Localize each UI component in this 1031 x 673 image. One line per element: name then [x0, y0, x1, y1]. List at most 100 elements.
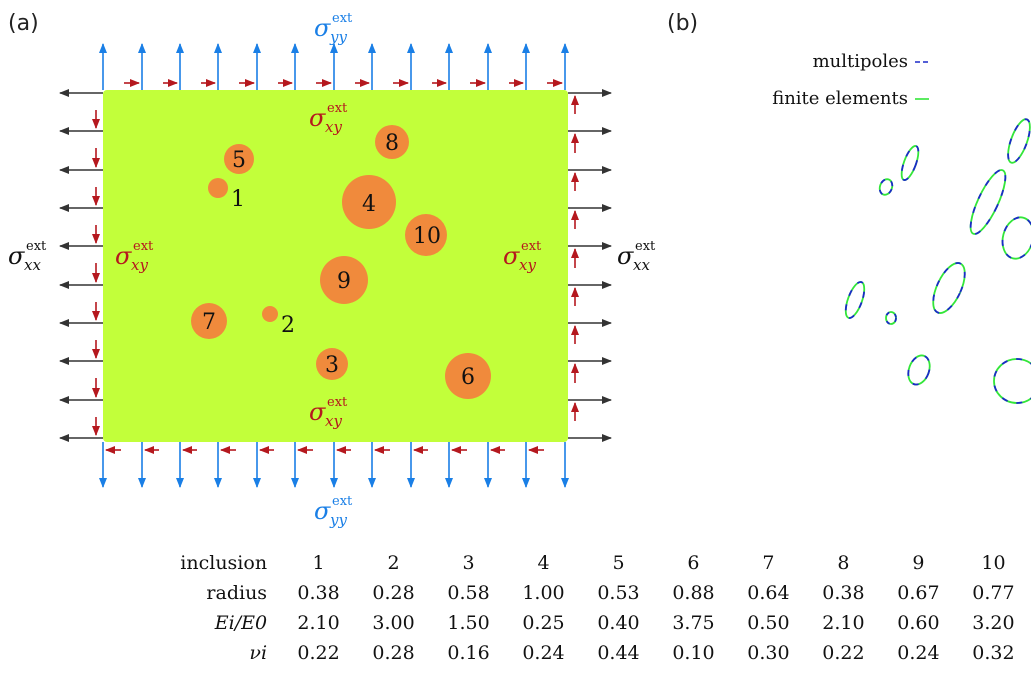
table-cell: 1.50 — [447, 612, 490, 634]
svg-text:ext: ext — [635, 239, 656, 254]
table-cell: 0.44 — [597, 642, 640, 664]
inclusion-1 — [208, 178, 228, 198]
row-inclusion: inclusion 1 2 3 4 5 6 7 8 9 10 — [150, 548, 1031, 578]
table-cell: 3 — [462, 552, 475, 574]
table-cell: 0.88 — [672, 582, 715, 604]
table-cell: 0.32 — [972, 642, 1015, 664]
inclusion-label-3: 3 — [325, 353, 339, 378]
deformed-outline-6-mp — [993, 358, 1031, 404]
inclusion-label-6: 6 — [461, 365, 475, 390]
svg-text:xx: xx — [633, 256, 650, 274]
table-cell: 0.24 — [897, 642, 940, 664]
legend: multipoles finite elements — [772, 51, 929, 109]
deformed-outline-1-mp — [878, 178, 894, 196]
deformed-outline-7-fe — [844, 281, 866, 319]
inclusion-9 — [320, 256, 368, 304]
table-cell: 0.50 — [747, 612, 790, 634]
stress-label-xy-left: σ ext xy — [115, 239, 154, 274]
table-cell: 2.10 — [822, 612, 865, 634]
table-cell: 0.25 — [522, 612, 565, 634]
svg-text:ext: ext — [133, 239, 154, 254]
deformed-outline-9-mp — [932, 262, 966, 314]
table-cell: 0.58 — [447, 582, 490, 604]
table-cell: 0.16 — [447, 642, 490, 664]
stress-label-xy-bottom: σ ext xy — [309, 395, 348, 430]
svg-text:σ: σ — [309, 398, 326, 426]
table-cell: 0.38 — [297, 582, 340, 604]
stress-label-xx-left: σ ext xx — [8, 239, 47, 274]
panel-label-a: (a) — [8, 11, 39, 36]
table-cell: 0.30 — [747, 642, 790, 664]
inclusion-7 — [191, 303, 227, 339]
svg-text:σ: σ — [8, 242, 25, 270]
table-cell: 6 — [687, 552, 700, 574]
deformed-outline-1-fe — [878, 178, 894, 196]
stress-label-yy-bottom: σ ext yy — [314, 494, 353, 529]
inclusion-label-7: 7 — [202, 310, 216, 335]
svg-text:σ: σ — [314, 497, 331, 525]
table-cell: 10 — [981, 552, 1006, 574]
inclusion-label-4: 4 — [362, 192, 376, 217]
table-cell: 0.22 — [297, 642, 340, 664]
svg-text:xy: xy — [325, 118, 342, 136]
svg-text:σ: σ — [314, 14, 331, 42]
row-header: νi — [249, 642, 268, 664]
inclusion-label-10: 10 — [413, 224, 441, 249]
row-radius: radius 0.38 0.28 0.58 1.00 0.53 0.88 0.64 0.38 0.… — [150, 578, 1031, 608]
table-cell: 4 — [537, 552, 550, 574]
table-cell: 0.53 — [597, 582, 640, 604]
inclusion-3 — [316, 348, 348, 380]
table-cell: 0.38 — [822, 582, 865, 604]
svg-text:σ: σ — [503, 242, 520, 270]
inclusion-4 — [342, 175, 396, 229]
legend-finite-elements-label: finite elements — [772, 88, 908, 109]
inclusion-label-8: 8 — [385, 131, 399, 156]
inclusion-label-5: 5 — [232, 148, 246, 173]
svg-text:ext: ext — [327, 101, 348, 116]
inclusion-properties-table: inclusion 1 2 3 4 5 6 7 8 9 10 radius 0.38 0.28 0.58 1.… — [150, 548, 1031, 668]
table-cell: 0.77 — [972, 582, 1015, 604]
table-cell: 0.24 — [522, 642, 565, 664]
deformed-outline-6-fe — [993, 358, 1031, 404]
boundary-traction-arrows — [59, 43, 612, 488]
table-cell: 0.67 — [897, 582, 940, 604]
table-cell: 5 — [612, 552, 625, 574]
legend-multipoles-label: multipoles — [813, 51, 908, 72]
stress-label-xy-top: σ ext xy — [309, 101, 348, 136]
deformed-inclusion-outlines — [844, 118, 1031, 404]
svg-text:ext: ext — [332, 494, 353, 509]
svg-text:xy: xy — [325, 412, 342, 430]
table-cell: 0.28 — [372, 582, 415, 604]
svg-text:σ: σ — [309, 104, 326, 132]
inclusion-8 — [375, 125, 409, 159]
table-cell: 2.10 — [297, 612, 340, 634]
inclusion-5 — [224, 144, 254, 174]
svg-text:ext: ext — [332, 11, 353, 26]
deformed-outline-2-mp — [885, 311, 897, 325]
row-header: Ei/E0 — [214, 612, 268, 634]
deformed-outline-5-mp — [900, 145, 920, 181]
stress-label-yy-top: σ ext yy — [314, 11, 353, 46]
table-cell: 0.22 — [822, 642, 865, 664]
row-poisson-ratio: νi 0.22 0.28 0.16 0.24 0.44 0.10 0.30 0.22 0.24 0.… — [150, 638, 1031, 668]
svg-text:xy: xy — [519, 256, 536, 274]
svg-text:ext: ext — [26, 239, 47, 254]
inclusion-label-2: 2 — [281, 313, 295, 338]
table-cell: 1 — [312, 552, 325, 574]
deformed-outline-10-fe — [1001, 216, 1031, 260]
svg-text:ext: ext — [327, 395, 348, 410]
table-cell: 0.64 — [747, 582, 790, 604]
deformed-outline-3-mp — [907, 354, 931, 386]
table-cell: 2 — [387, 552, 400, 574]
figure-canvas: (a) (b) 1 2 3 4 5 6 7 8 9 10 σ ext yy σ … — [8, 11, 1031, 529]
panel-label-b: (b) — [667, 11, 698, 36]
table-cell: 3.75 — [672, 612, 715, 634]
inclusion-6 — [445, 353, 491, 399]
svg-text:yy: yy — [329, 28, 347, 46]
table-cell: 0.60 — [897, 612, 940, 634]
deformed-outline-7-mp — [844, 281, 866, 319]
inclusion-label-9: 9 — [337, 269, 351, 294]
row-header: inclusion — [180, 552, 268, 574]
inclusion-2 — [262, 306, 278, 322]
svg-text:xx: xx — [24, 256, 41, 274]
